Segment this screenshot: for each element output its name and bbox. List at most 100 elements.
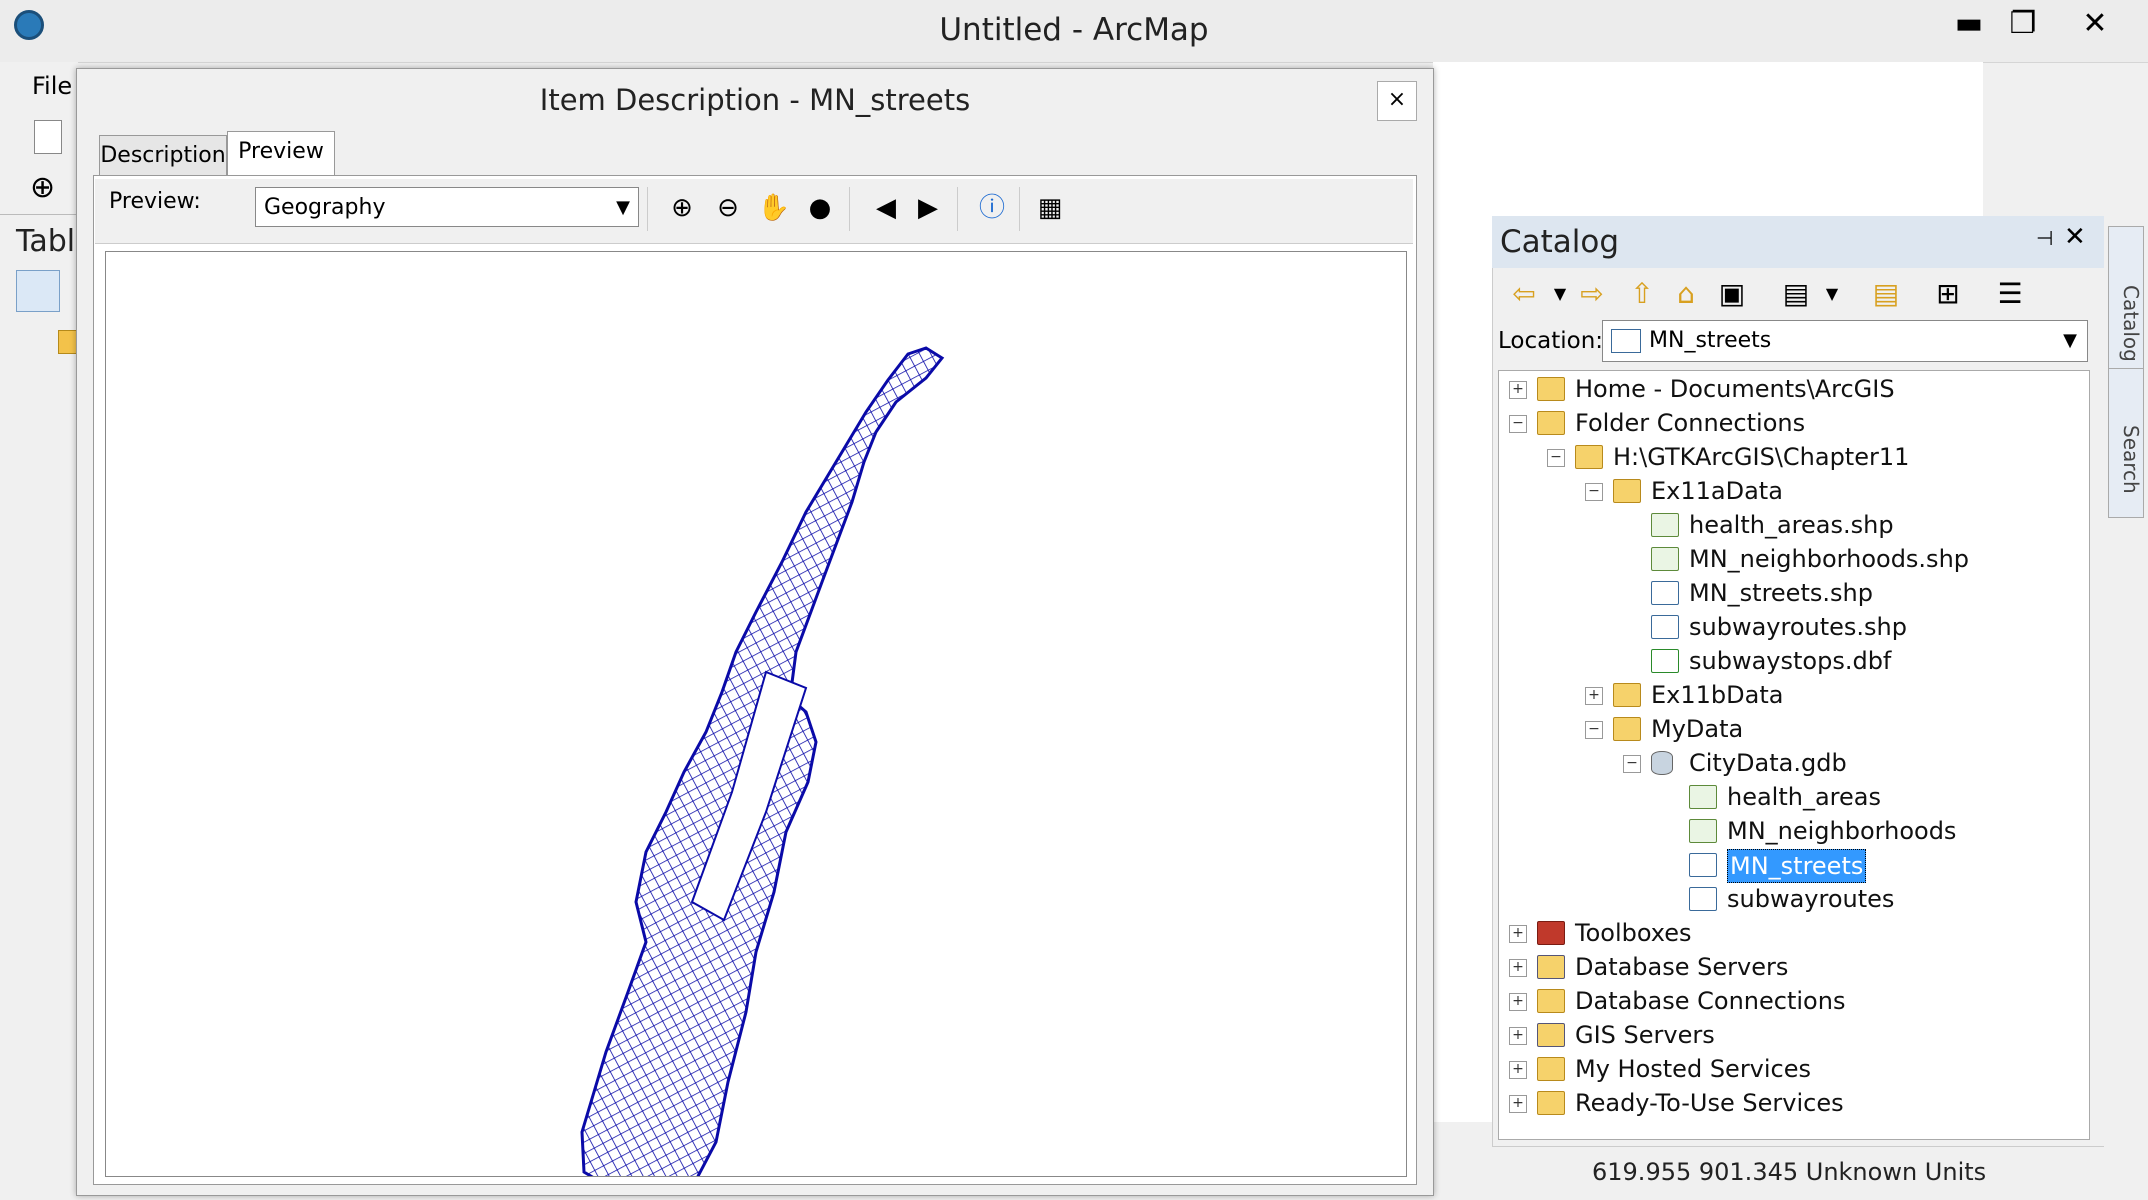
menu-file[interactable]: File (32, 72, 73, 100)
location-select[interactable]: MN_streets ▼ (1602, 320, 2088, 362)
toolbar-separator (1019, 187, 1020, 231)
line-icon (1689, 887, 1717, 911)
minimize-button[interactable]: ▬ (1954, 6, 1984, 41)
forward-icon[interactable]: ⇨ (1580, 277, 1604, 310)
tree-item-label: Toolboxes (1575, 919, 1692, 947)
close-window-button[interactable]: ✕ (2082, 6, 2108, 41)
tree-item[interactable]: + Ready-To-Use Services (1509, 1087, 2079, 1119)
feat-icon (1689, 785, 1717, 809)
new-document-icon[interactable] (34, 120, 62, 154)
maximize-button[interactable]: ❐ (2009, 6, 2037, 41)
geography-preview-map[interactable] (105, 251, 1407, 1198)
tree-item[interactable]: − H:\GTKArcGIS\Chapter11 (1547, 441, 2079, 473)
tree-item[interactable]: MN_neighborhoods (1661, 815, 2079, 847)
chevron-down-icon: ▼ (616, 197, 630, 218)
tree-item-label: Ex11aData (1651, 477, 1783, 505)
catalog-tree: + Home - Documents\ArcGIS − Folder Connecti… (1498, 370, 2090, 1140)
collapse-icon[interactable]: − (1623, 755, 1641, 773)
tree-item[interactable]: subwaystops.dbf (1623, 645, 2079, 677)
tree-item-label: MN_neighborhoods (1727, 817, 1957, 845)
status-coordinates: 619.955 901.345 Unknown Units (1592, 1158, 1987, 1186)
collapse-icon[interactable]: − (1585, 483, 1603, 501)
tree-item-label: Database Servers (1575, 953, 1789, 981)
dialog-title: Item Description - MN_streets (539, 83, 971, 117)
folder-icon (1575, 445, 1603, 469)
connect-to-folder-icon[interactable]: ▣ (1718, 277, 1746, 310)
create-thumbnail-icon[interactable]: ▦ (1037, 193, 1063, 223)
tree-item[interactable]: − CityData.gdb (1623, 747, 2079, 779)
tab-description[interactable]: Description (99, 135, 227, 176)
expand-icon[interactable]: + (1509, 959, 1527, 977)
tree-item-label: health_areas (1727, 783, 1881, 811)
tree-item[interactable]: MN_neighborhoods.shp (1623, 543, 2079, 575)
side-tab-catalog[interactable]: Catalog (2108, 226, 2144, 388)
tree-item[interactable]: subwayroutes.shp (1623, 611, 2079, 643)
expand-icon[interactable]: + (1585, 687, 1603, 705)
collapse-icon[interactable]: − (1585, 721, 1603, 739)
auto-hide-pin-icon[interactable]: ⊣ (2036, 226, 2054, 250)
back-dropdown-icon[interactable]: ▼ (1553, 284, 1567, 303)
dialog-close-button[interactable]: × (1377, 81, 1417, 121)
tree-item[interactable]: + Home - Documents\ArcGIS (1509, 373, 2079, 405)
tree-item[interactable]: MN_streets (1661, 849, 2079, 883)
tree-item-label: Home - Documents\ArcGIS (1575, 375, 1895, 403)
tree-item[interactable]: + Toolboxes (1509, 917, 2079, 949)
tree-item[interactable]: − Ex11aData (1585, 475, 2079, 507)
tree-item[interactable]: − MyData (1585, 713, 2079, 745)
collapse-icon[interactable]: − (1547, 449, 1565, 467)
tree-item[interactable]: + Database Servers (1509, 951, 2079, 983)
location-label: Location: (1498, 328, 1604, 354)
expand-icon[interactable]: + (1509, 1095, 1527, 1113)
central-park-shape (690, 670, 808, 922)
tree-item-label: H:\GTKArcGIS\Chapter11 (1613, 443, 1910, 471)
views-dropdown-icon[interactable]: ▼ (1825, 284, 1839, 303)
full-extent-globe-icon[interactable]: ● (808, 193, 832, 223)
new-folder-icon[interactable]: ▤ (1872, 277, 1900, 310)
tree-item[interactable]: + GIS Servers (1509, 1019, 2079, 1051)
tree-item-label: subwayroutes.shp (1689, 613, 1907, 641)
collapse-icon[interactable]: − (1509, 415, 1527, 433)
serv-icon (1537, 1023, 1565, 1047)
zoom-in-icon[interactable]: ⊕ (30, 170, 56, 205)
tree-item[interactable]: + My Hosted Services (1509, 1053, 2079, 1085)
tree-item[interactable]: health_areas (1661, 781, 2079, 813)
tree-item[interactable]: health_areas.shp (1623, 509, 2079, 541)
toggle-tree-icon[interactable]: ⊞ (1936, 277, 1960, 310)
expand-icon[interactable]: + (1509, 381, 1527, 399)
tree-item[interactable]: − Folder Connections (1509, 407, 2079, 439)
back-arrow-icon[interactable]: ◀ (876, 193, 896, 223)
expand-icon[interactable]: + (1509, 993, 1527, 1011)
tree-item[interactable]: + Database Connections (1509, 985, 2079, 1017)
tree-item-label: Ex11bData (1651, 681, 1784, 709)
home-icon[interactable]: ⌂ (1677, 277, 1695, 310)
chevron-down-icon: ▼ (2063, 330, 2077, 351)
preview-type-select[interactable]: Geography ▼ (255, 187, 639, 227)
folder-icon (1613, 479, 1641, 503)
identify-info-icon[interactable]: ⓘ (978, 193, 1005, 223)
forward-arrow-icon[interactable]: ▶ (918, 193, 938, 223)
tab-preview[interactable]: Preview (227, 131, 335, 176)
tree-item-label: subwayroutes (1727, 885, 1895, 913)
expand-icon[interactable]: + (1509, 1027, 1527, 1045)
tree-item[interactable]: subwayroutes (1661, 883, 2079, 915)
expand-icon[interactable]: + (1509, 1061, 1527, 1079)
catalog-close-icon[interactable]: ✕ (2064, 222, 2086, 252)
tool-icon (1537, 921, 1565, 945)
zoom-in-icon[interactable]: ⊕ (671, 193, 693, 223)
expand-icon[interactable]: + (1509, 925, 1527, 943)
arcmap-logo-icon (14, 10, 44, 40)
window-titlebar: Untitled - ArcMap ▬ ❐ ✕ (0, 0, 2148, 63)
zoom-out-icon[interactable]: ⊖ (717, 193, 739, 223)
tree-item[interactable]: MN_streets.shp (1623, 577, 2079, 609)
options-icon[interactable]: ☰ (1997, 277, 2023, 310)
back-icon[interactable]: ⇦ (1512, 277, 1536, 310)
side-tab-search[interactable]: Search (2108, 368, 2144, 518)
pan-hand-icon[interactable]: ✋ (757, 193, 791, 223)
views-icon[interactable]: ▤ (1782, 277, 1810, 310)
list-by-drawing-order-icon[interactable] (16, 270, 60, 312)
tree-item[interactable]: + Ex11bData (1585, 679, 2079, 711)
up-one-level-icon[interactable]: ⇧ (1630, 277, 1654, 310)
streets-map-svg (580, 346, 945, 1198)
line-icon (1689, 853, 1717, 877)
feat-icon (1689, 819, 1717, 843)
